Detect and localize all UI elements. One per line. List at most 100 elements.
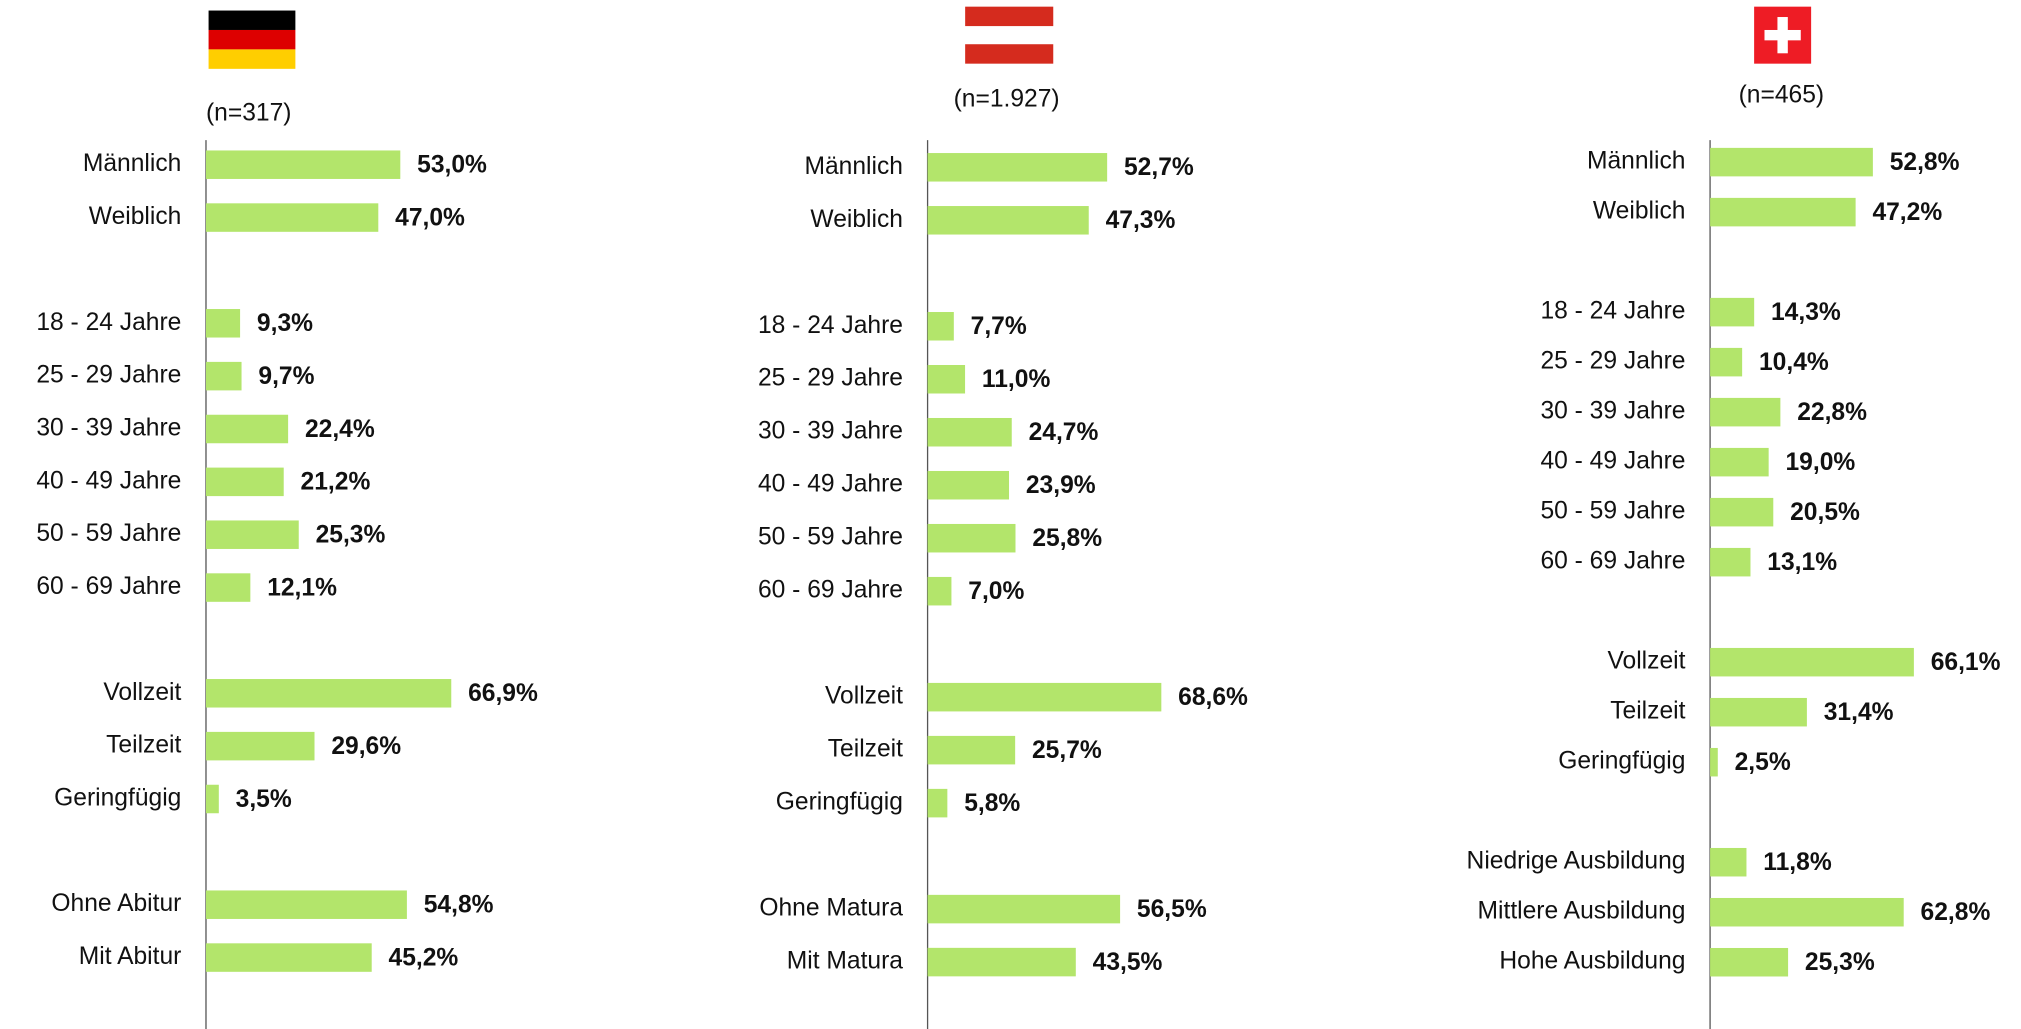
bar <box>927 735 1016 765</box>
bar <box>1710 497 1774 527</box>
bar <box>205 203 379 232</box>
flag-switzerland <box>1754 6 1812 64</box>
bar <box>927 312 954 341</box>
value-label: 47,0% <box>395 204 465 231</box>
bar <box>1710 697 1807 727</box>
category-label: 30 - 39 Jahre <box>1540 398 1685 425</box>
bar <box>1710 547 1751 577</box>
value-label: 21,2% <box>301 469 371 496</box>
bar <box>205 731 315 761</box>
category-label: Männlich <box>804 153 903 180</box>
category-label: Teilzeit <box>828 736 903 763</box>
category-label: 50 - 59 Jahre <box>36 520 181 547</box>
flag-germany <box>208 10 296 69</box>
value-label: 11,0% <box>982 366 1051 393</box>
value-label: 9,3% <box>257 310 313 337</box>
category-label: 18 - 24 Jahre <box>1540 298 1685 325</box>
category-label: Weiblich <box>89 203 182 230</box>
category-label: Vollzeit <box>1607 648 1685 675</box>
bar <box>927 153 1108 182</box>
bar <box>205 679 452 708</box>
value-label: 14,3% <box>1771 299 1841 326</box>
value-label: 5,8% <box>964 790 1020 817</box>
category-label: Mit Matura <box>787 948 904 975</box>
category-label: Weiblich <box>1593 198 1686 225</box>
bar <box>927 470 1010 500</box>
value-label: 31,4% <box>1824 699 1894 726</box>
value-label: 22,8% <box>1797 399 1867 426</box>
value-label: 20,5% <box>1790 499 1860 526</box>
value-label: 7,7% <box>971 313 1027 340</box>
value-label: 52,8% <box>1890 149 1960 176</box>
category-label: 60 - 69 Jahre <box>1540 548 1685 575</box>
bar <box>1710 297 1755 327</box>
category-label: 50 - 59 Jahre <box>758 524 903 551</box>
category-label: 25 - 29 Jahre <box>758 365 903 392</box>
category-label: Ohne Abitur <box>51 890 181 917</box>
value-label: 24,7% <box>1029 419 1099 446</box>
bar <box>205 784 219 814</box>
value-label: 56,5% <box>1137 896 1207 923</box>
value-label: 10,4% <box>1759 349 1829 376</box>
category-label: 50 - 59 Jahre <box>1540 498 1685 525</box>
bar <box>1710 197 1856 227</box>
value-label: 3,5% <box>236 786 292 813</box>
value-label: 47,2% <box>1872 199 1942 226</box>
bar <box>927 682 1162 712</box>
value-label: 53,0% <box>417 152 487 179</box>
bar <box>1710 447 1769 477</box>
subtitle: (n=1.927) <box>954 85 1060 112</box>
bar <box>927 523 1016 553</box>
bar <box>1710 397 1781 427</box>
category-label: Männlich <box>83 150 182 177</box>
value-label: 62,8% <box>1921 899 1991 926</box>
bar <box>205 361 242 391</box>
bar <box>1710 647 1914 677</box>
value-label: 25,3% <box>316 522 386 549</box>
subtitle: (n=317) <box>206 100 292 127</box>
value-label: 23,9% <box>1026 472 1096 499</box>
category-label: 25 - 29 Jahre <box>36 362 181 389</box>
category-label: 60 - 69 Jahre <box>36 573 181 600</box>
category-label: 30 - 39 Jahre <box>36 414 181 441</box>
bar <box>927 417 1012 447</box>
category-label: Teilzeit <box>106 732 181 759</box>
bar <box>927 576 952 606</box>
flag-austria <box>965 6 1054 64</box>
category-label: 40 - 49 Jahre <box>1540 448 1685 475</box>
value-label: 9,7% <box>258 363 314 390</box>
bar <box>927 364 966 394</box>
value-label: 12,1% <box>267 574 337 601</box>
category-label: Niedrige Ausbildung <box>1467 848 1686 875</box>
bar <box>205 520 299 549</box>
category-label: Teilzeit <box>1610 698 1685 725</box>
category-label: 18 - 24 Jahre <box>758 312 903 339</box>
category-label: Mit Abitur <box>79 943 182 970</box>
category-label: Weiblich <box>810 206 903 233</box>
value-label: 54,8% <box>424 892 494 919</box>
category-label: Vollzeit <box>825 683 903 710</box>
value-label: 66,9% <box>468 680 538 707</box>
category-label: 60 - 69 Jahre <box>758 577 903 604</box>
bar <box>927 894 1121 924</box>
value-label: 11,8% <box>1763 849 1832 876</box>
value-label: 2,5% <box>1735 749 1791 776</box>
category-label: 25 - 29 Jahre <box>1540 348 1685 375</box>
category-label: 40 - 49 Jahre <box>36 467 181 494</box>
category-label: 30 - 39 Jahre <box>758 418 903 445</box>
category-label: Geringfügig <box>1558 748 1685 775</box>
bar <box>927 206 1089 235</box>
value-label: 19,0% <box>1786 449 1856 476</box>
value-label: 52,7% <box>1124 154 1194 181</box>
subtitle: (n=465) <box>1739 82 1825 109</box>
category-label: Männlich <box>1587 148 1685 175</box>
bar <box>205 890 407 919</box>
bar <box>1710 147 1873 177</box>
value-label: 43,5% <box>1093 949 1163 976</box>
value-label: 25,3% <box>1805 949 1875 976</box>
bar <box>1710 747 1718 777</box>
value-label: 7,0% <box>968 578 1024 605</box>
value-label: 29,6% <box>331 733 401 760</box>
